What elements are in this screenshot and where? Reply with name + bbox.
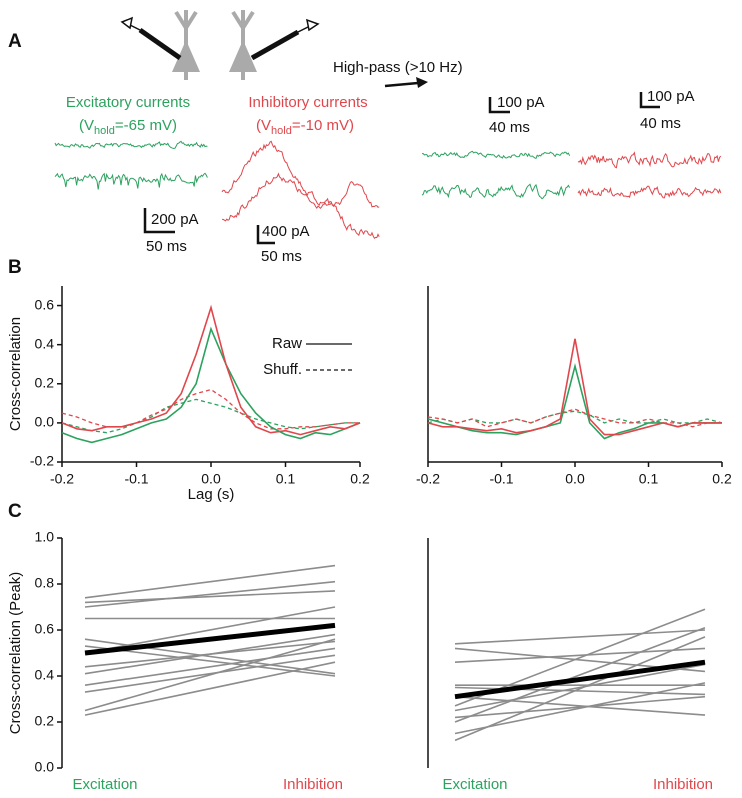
scale-amplitude: 200 pA bbox=[151, 211, 199, 228]
y-tick-label: 0.6 bbox=[35, 621, 55, 637]
cell-line bbox=[454, 682, 706, 735]
cell-line bbox=[84, 654, 336, 693]
excitatory-title: Excitatory currents bbox=[66, 94, 190, 111]
y-tick-label: 1.0 bbox=[35, 529, 55, 545]
y-axis-label: Cross-correlation (Peak) bbox=[7, 572, 24, 735]
cell-line bbox=[84, 647, 336, 686]
scale-bar bbox=[256, 225, 275, 245]
y-tick-label: 0.2 bbox=[35, 713, 55, 729]
trace bbox=[54, 172, 208, 190]
subscript: hold bbox=[94, 125, 115, 137]
y-tick-label: 0.6 bbox=[35, 296, 55, 312]
scale-time: 50 ms bbox=[261, 248, 302, 265]
cell-line bbox=[84, 638, 336, 712]
scale-bar bbox=[488, 97, 510, 114]
x-category-label: Excitation bbox=[442, 776, 507, 793]
scale-time: 40 ms bbox=[489, 119, 530, 136]
cell-line bbox=[454, 695, 706, 716]
mean-line bbox=[454, 659, 706, 700]
x-tick-label: 0.0 bbox=[565, 471, 585, 487]
cell-line bbox=[84, 564, 336, 599]
cell-line bbox=[454, 647, 706, 663]
x-tick-label: 0.0 bbox=[201, 471, 221, 487]
panel-label: B bbox=[8, 257, 22, 278]
series-line bbox=[61, 304, 361, 436]
x-axis-label: Lag (s) bbox=[188, 486, 235, 503]
scale-amplitude: 100 pA bbox=[497, 94, 545, 111]
y-tick-label: 0.0 bbox=[35, 414, 55, 430]
trace bbox=[222, 172, 380, 240]
y-tick-label: 0.2 bbox=[35, 374, 55, 390]
mean-line bbox=[84, 622, 336, 656]
x-tick-label: -0.1 bbox=[489, 471, 513, 487]
cell-line bbox=[454, 626, 706, 723]
y-axis-label: Cross-correlation bbox=[7, 317, 24, 431]
neuron-illustration bbox=[172, 10, 257, 80]
trace bbox=[577, 151, 722, 169]
cell-line bbox=[454, 636, 706, 742]
series-line bbox=[427, 363, 722, 440]
trace bbox=[422, 150, 571, 160]
electrodes bbox=[120, 16, 320, 61]
legend-label: Raw bbox=[272, 335, 302, 352]
x-tick-label: 0.1 bbox=[276, 471, 296, 487]
x-category-label: Inhibition bbox=[283, 776, 343, 793]
cell-line bbox=[84, 580, 336, 608]
cell-line bbox=[84, 590, 336, 604]
panel-label: A bbox=[8, 31, 22, 52]
filter-label: High-pass (>10 Hz) bbox=[333, 59, 463, 76]
y-tick-label: 0.8 bbox=[35, 575, 55, 591]
scale-amplitude: 400 pA bbox=[262, 223, 310, 240]
series-line bbox=[61, 326, 361, 444]
scale-amplitude: 100 pA bbox=[647, 88, 695, 105]
trace bbox=[221, 140, 380, 208]
x-tick-label: 0.2 bbox=[350, 471, 370, 487]
trace bbox=[421, 183, 571, 200]
cell-line bbox=[84, 606, 336, 654]
scale-bar bbox=[639, 92, 660, 109]
text: =-65 mV) bbox=[115, 117, 177, 134]
x-tick-label: -0.1 bbox=[124, 471, 148, 487]
cell-line bbox=[454, 663, 706, 712]
trace bbox=[54, 140, 208, 150]
series-line bbox=[427, 410, 723, 424]
x-tick-label: 0.1 bbox=[639, 471, 659, 487]
trace bbox=[577, 185, 722, 199]
series-line bbox=[61, 398, 360, 434]
x-tick-label: -0.2 bbox=[50, 471, 74, 487]
scale-time: 50 ms bbox=[146, 238, 187, 255]
scale-bar bbox=[143, 208, 175, 234]
subscript: hold bbox=[271, 125, 292, 137]
x-category-label: Inhibition bbox=[653, 776, 713, 793]
inhibitory-holding: (Vhold=-10 mV) bbox=[256, 117, 354, 137]
cell-line bbox=[84, 633, 336, 675]
text: (V bbox=[79, 117, 94, 134]
series-line bbox=[427, 408, 722, 428]
x-category-label: Excitation bbox=[72, 776, 137, 793]
legend-label: Shuff. bbox=[263, 361, 302, 378]
y-tick-label: 0.4 bbox=[35, 667, 55, 683]
y-tick-label: 0.4 bbox=[35, 335, 55, 351]
series-line bbox=[427, 338, 722, 436]
filter-arrow bbox=[384, 77, 428, 88]
panel-label: C bbox=[8, 501, 22, 522]
inhibitory-title: Inhibitory currents bbox=[248, 94, 367, 111]
x-tick-label: -0.2 bbox=[416, 471, 440, 487]
text: (V bbox=[256, 117, 271, 134]
series-line bbox=[61, 388, 360, 430]
y-tick-label: -0.2 bbox=[30, 453, 54, 469]
cell-line bbox=[454, 629, 706, 645]
cell-line bbox=[84, 661, 336, 716]
example-traces bbox=[54, 140, 722, 240]
y-tick-label: 0.0 bbox=[35, 759, 55, 775]
scale-time: 40 ms bbox=[640, 115, 681, 132]
x-tick-label: 0.2 bbox=[712, 471, 732, 487]
text: =-10 mV) bbox=[292, 117, 354, 134]
cell-line bbox=[454, 695, 706, 719]
excitatory-holding: (Vhold=-65 mV) bbox=[79, 117, 177, 137]
